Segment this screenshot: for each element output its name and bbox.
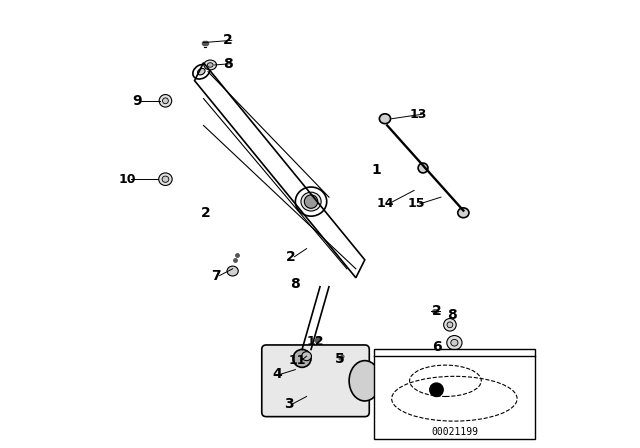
Ellipse shape (159, 95, 172, 107)
Text: 14: 14 (376, 197, 394, 211)
Bar (374, 349, 535, 439)
Text: 6: 6 (431, 340, 442, 354)
Ellipse shape (447, 336, 462, 350)
Text: 10: 10 (118, 172, 136, 186)
Ellipse shape (458, 208, 469, 218)
Text: 2: 2 (201, 206, 211, 220)
Text: 8: 8 (223, 56, 233, 71)
Text: 5: 5 (335, 352, 345, 366)
Text: 12: 12 (307, 335, 324, 348)
Ellipse shape (349, 361, 380, 401)
Text: 9: 9 (132, 94, 142, 108)
FancyBboxPatch shape (262, 345, 369, 417)
Text: 2: 2 (223, 33, 233, 47)
Ellipse shape (301, 192, 321, 211)
Ellipse shape (204, 60, 216, 70)
Text: 13: 13 (410, 108, 428, 121)
Text: 8: 8 (291, 277, 300, 292)
Text: 7: 7 (211, 268, 221, 283)
Ellipse shape (163, 98, 168, 104)
Ellipse shape (447, 322, 453, 328)
Text: 11: 11 (289, 354, 307, 367)
Ellipse shape (159, 173, 172, 185)
Text: 4: 4 (273, 367, 282, 381)
Circle shape (304, 195, 318, 208)
Ellipse shape (444, 319, 456, 331)
Text: 8: 8 (447, 308, 457, 322)
Ellipse shape (418, 163, 428, 173)
Text: 15: 15 (408, 197, 425, 211)
Text: 2: 2 (431, 304, 442, 319)
Text: 3: 3 (284, 397, 294, 411)
Circle shape (430, 383, 444, 396)
Ellipse shape (207, 63, 213, 67)
Ellipse shape (301, 352, 312, 361)
Ellipse shape (451, 340, 458, 346)
Ellipse shape (198, 69, 205, 75)
Ellipse shape (380, 114, 390, 124)
Text: 1: 1 (371, 163, 381, 177)
Ellipse shape (162, 176, 169, 182)
Ellipse shape (293, 349, 311, 367)
Ellipse shape (227, 266, 238, 276)
Text: 2: 2 (286, 250, 296, 264)
Text: 00021199: 00021199 (431, 427, 478, 437)
